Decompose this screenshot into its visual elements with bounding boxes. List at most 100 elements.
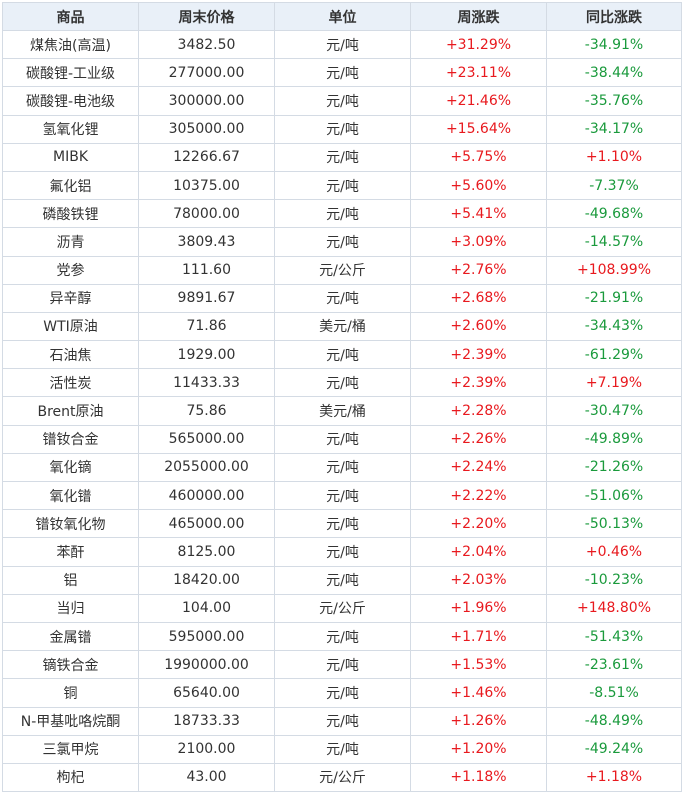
cell-weekly-change: +2.03% <box>410 565 547 595</box>
cell-weekend-price: 565000.00 <box>138 424 275 454</box>
cell-weekly-change: +1.53% <box>410 650 547 680</box>
cell-weekly-change: +23.11% <box>410 58 547 88</box>
cell-commodity: 金属镨 <box>2 621 139 652</box>
cell-weekend-price: 3482.50 <box>138 29 275 60</box>
cell-commodity: Brent原油 <box>2 396 139 426</box>
cell-weekend-price: 78000.00 <box>138 199 275 229</box>
cell-unit: 元/公斤 <box>274 593 411 623</box>
cell-yoy-change: +7.19% <box>546 368 682 398</box>
header-unit: 单位 <box>274 2 411 31</box>
cell-unit: 元/吨 <box>274 621 411 652</box>
table-row: 氟化铝 10375.00 元/吨 +5.60% -7.37% <box>2 170 682 201</box>
cell-unit: 元/吨 <box>274 706 411 736</box>
cell-weekly-change: +21.46% <box>410 86 547 116</box>
cell-weekend-price: 18420.00 <box>138 565 275 595</box>
cell-yoy-change: -21.91% <box>546 283 682 313</box>
cell-commodity: 苯酐 <box>2 537 139 567</box>
cell-commodity: 铜 <box>2 678 139 708</box>
cell-yoy-change: -8.51% <box>546 678 682 708</box>
table-row: 磷酸铁锂 78000.00 元/吨 +5.41% -49.68% <box>2 199 682 229</box>
cell-weekly-change: +1.26% <box>410 706 547 736</box>
cell-unit: 元/吨 <box>274 114 411 144</box>
cell-commodity: 氧化镝 <box>2 452 139 483</box>
cell-weekly-change: +1.71% <box>410 621 547 652</box>
cell-weekend-price: 71.86 <box>138 311 275 342</box>
cell-yoy-change: -49.89% <box>546 424 682 454</box>
table-row: Brent原油 75.86 美元/桶 +2.28% -30.47% <box>2 396 682 426</box>
cell-yoy-change: +1.10% <box>546 142 682 172</box>
cell-weekend-price: 300000.00 <box>138 86 275 116</box>
cell-unit: 美元/桶 <box>274 396 411 426</box>
cell-yoy-change: -48.49% <box>546 706 682 736</box>
cell-unit: 元/吨 <box>274 86 411 116</box>
table-row: MIBK 12266.67 元/吨 +5.75% +1.10% <box>2 142 682 172</box>
cell-weekend-price: 9891.67 <box>138 283 275 313</box>
cell-weekend-price: 104.00 <box>138 593 275 623</box>
cell-weekly-change: +2.39% <box>410 368 547 398</box>
cell-yoy-change: -51.06% <box>546 480 682 511</box>
cell-unit: 元/吨 <box>274 480 411 511</box>
cell-yoy-change: -23.61% <box>546 650 682 680</box>
table-row: 氧化镝 2055000.00 元/吨 +2.24% -21.26% <box>2 452 682 483</box>
cell-yoy-change: -34.43% <box>546 311 682 342</box>
cell-weekend-price: 3809.43 <box>138 227 275 257</box>
cell-weekly-change: +5.41% <box>410 199 547 229</box>
cell-unit: 元/吨 <box>274 424 411 454</box>
cell-commodity: 石油焦 <box>2 340 139 370</box>
cell-weekend-price: 8125.00 <box>138 537 275 567</box>
cell-unit: 元/吨 <box>274 227 411 257</box>
cell-weekend-price: 111.60 <box>138 255 275 285</box>
cell-weekend-price: 465000.00 <box>138 509 275 539</box>
cell-unit: 元/吨 <box>274 537 411 567</box>
cell-weekly-change: +5.60% <box>410 170 547 201</box>
cell-commodity: 党参 <box>2 255 139 285</box>
cell-yoy-change: -61.29% <box>546 340 682 370</box>
table-header-row: 商品 周末价格 单位 周涨跌 同比涨跌 <box>2 2 682 31</box>
cell-yoy-change: +1.18% <box>546 762 682 793</box>
cell-weekend-price: 595000.00 <box>138 621 275 652</box>
table-row: 枸杞 43.00 元/公斤 +1.18% +1.18% <box>2 762 682 793</box>
cell-weekend-price: 305000.00 <box>138 114 275 144</box>
header-weekly-change: 周涨跌 <box>410 2 547 31</box>
cell-commodity: WTI原油 <box>2 311 139 342</box>
cell-commodity: 异辛醇 <box>2 283 139 313</box>
cell-weekend-price: 65640.00 <box>138 678 275 708</box>
cell-commodity: 氟化铝 <box>2 170 139 201</box>
cell-yoy-change: -34.17% <box>546 114 682 144</box>
cell-commodity: 镝铁合金 <box>2 650 139 680</box>
table-row: 三氯甲烷 2100.00 元/吨 +1.20% -49.24% <box>2 734 682 764</box>
cell-unit: 元/吨 <box>274 452 411 483</box>
cell-unit: 元/吨 <box>274 142 411 172</box>
table-row: 镝铁合金 1990000.00 元/吨 +1.53% -23.61% <box>2 650 682 680</box>
cell-yoy-change: -51.43% <box>546 621 682 652</box>
table-row: 活性炭 11433.33 元/吨 +2.39% +7.19% <box>2 368 682 398</box>
header-commodity: 商品 <box>2 2 139 31</box>
cell-commodity: 氧化镨 <box>2 480 139 511</box>
cell-commodity: 活性炭 <box>2 368 139 398</box>
cell-commodity: 枸杞 <box>2 762 139 793</box>
cell-yoy-change: -21.26% <box>546 452 682 483</box>
cell-unit: 元/吨 <box>274 678 411 708</box>
cell-weekly-change: +2.28% <box>410 396 547 426</box>
cell-unit: 元/吨 <box>274 340 411 370</box>
cell-unit: 元/吨 <box>274 170 411 201</box>
table-row: 镨钕合金 565000.00 元/吨 +2.26% -49.89% <box>2 424 682 454</box>
cell-weekly-change: +1.46% <box>410 678 547 708</box>
cell-yoy-change: -50.13% <box>546 509 682 539</box>
cell-commodity: 铝 <box>2 565 139 595</box>
table-row: WTI原油 71.86 美元/桶 +2.60% -34.43% <box>2 311 682 342</box>
cell-weekend-price: 11433.33 <box>138 368 275 398</box>
table-row: 沥青 3809.43 元/吨 +3.09% -14.57% <box>2 227 682 257</box>
cell-weekly-change: +1.18% <box>410 762 547 793</box>
cell-yoy-change: -10.23% <box>546 565 682 595</box>
cell-weekly-change: +2.04% <box>410 537 547 567</box>
cell-commodity: 镨钕合金 <box>2 424 139 454</box>
cell-unit: 元/吨 <box>274 199 411 229</box>
cell-unit: 元/吨 <box>274 734 411 764</box>
cell-commodity: 氢氧化锂 <box>2 114 139 144</box>
cell-weekend-price: 460000.00 <box>138 480 275 511</box>
cell-weekend-price: 18733.33 <box>138 706 275 736</box>
cell-weekly-change: +2.22% <box>410 480 547 511</box>
cell-commodity: 碳酸锂-工业级 <box>2 58 139 88</box>
